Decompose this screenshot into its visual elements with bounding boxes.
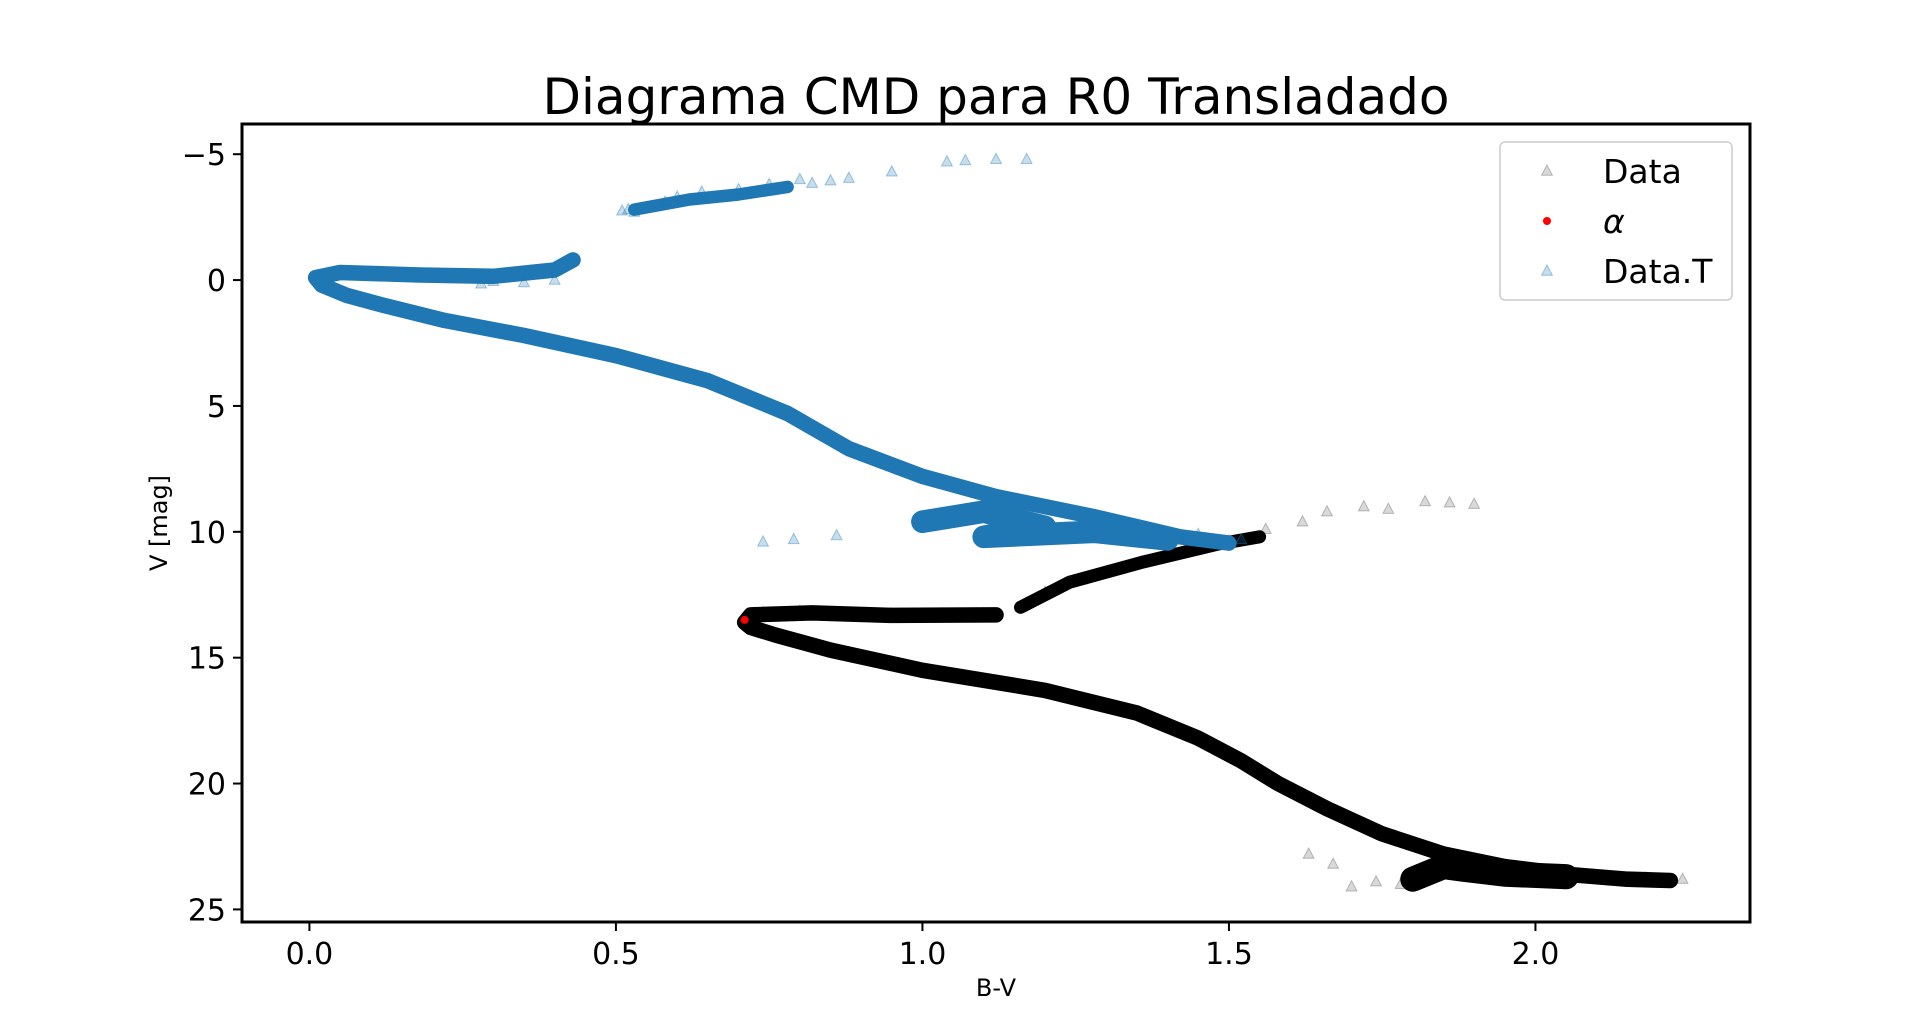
series-2-point-1	[628, 205, 641, 217]
series-0-point-29	[1326, 857, 1340, 869]
series-2-point-19	[787, 532, 800, 545]
series-0-point-17	[1382, 502, 1395, 514]
series-0-point-23	[1394, 877, 1407, 889]
series-0-point-7	[1038, 585, 1052, 597]
series-2-band-1	[307, 252, 1237, 551]
series-0-point-4	[928, 607, 941, 620]
y-axis: −5 0 5 10 15 20 25	[182, 138, 242, 928]
legend-marker-0	[1540, 163, 1554, 176]
series-2-point-18	[756, 534, 770, 547]
series-0-point-0	[756, 605, 770, 618]
series-2-point-21	[1179, 532, 1193, 545]
series-0-point-9	[1112, 562, 1125, 575]
legend-marker-2	[1540, 263, 1554, 276]
legend-label-1: α	[1603, 202, 1625, 241]
x-axis: 0.0 0.5 1.0 1.5 2.0	[286, 922, 1560, 972]
y-tick-label-5: 20	[188, 768, 226, 803]
x-axis-label: B-V	[976, 974, 1017, 1002]
series-2-point-3	[658, 194, 672, 207]
data-layer	[307, 152, 1689, 892]
x-tick-label-3: 1.5	[1205, 937, 1253, 972]
series-2-point-9	[793, 172, 807, 185]
series-0-point-8	[1075, 572, 1089, 585]
series-2-point-8	[762, 177, 776, 190]
series-2-point-22	[1192, 527, 1205, 540]
y-tick-label-0: −5	[182, 138, 226, 173]
series-2-point-5	[695, 184, 708, 197]
series-2-point-16	[989, 152, 1003, 164]
legend: Data α Data.T	[1499, 141, 1733, 301]
series-2-point-7	[744, 186, 758, 198]
legend-label-0: Data	[1603, 152, 1682, 191]
series-0-point-3	[885, 607, 899, 620]
series-2-point-26	[487, 274, 500, 287]
series-1-point-0	[740, 615, 749, 624]
series-1	[740, 615, 749, 624]
series-0-point-2	[836, 606, 849, 619]
series-0-point-26	[1651, 872, 1665, 884]
series-0-point-10	[1149, 552, 1162, 565]
series-2-point-12	[842, 171, 856, 183]
series-2-point-23	[1234, 532, 1248, 545]
series-0-point-25	[1639, 870, 1653, 883]
legend-marker-1	[1543, 217, 1551, 225]
series-0-point-20	[1467, 497, 1481, 509]
series-2-point-20	[830, 528, 843, 541]
series-2-point-15	[959, 153, 972, 166]
series-0-point-21	[1369, 874, 1383, 887]
series-2-point-10	[805, 176, 819, 188]
series-0-point-27	[1676, 872, 1689, 884]
series-0-point-15	[1320, 504, 1334, 517]
series-0-point-6	[1014, 600, 1027, 613]
legend-label-2: Data.T	[1603, 252, 1713, 291]
series-2-point-25	[474, 276, 488, 289]
series-0-point-1	[793, 604, 807, 616]
series-2-band-2	[911, 500, 1179, 551]
series-0-point-19	[1443, 495, 1456, 508]
series-2-point-11	[824, 173, 837, 186]
series-0-point-13	[1259, 522, 1272, 534]
series-2-band-0	[628, 180, 794, 216]
series-2	[307, 152, 1248, 551]
series-2-point-2	[615, 203, 629, 216]
plot-frame	[240, 122, 1752, 924]
series-0-point-24	[1602, 872, 1616, 884]
series-2-point-17	[1020, 152, 1033, 164]
series-2-point-14	[940, 154, 954, 167]
series-0-point-14	[1296, 514, 1309, 527]
series-0-point-5	[977, 606, 990, 619]
legend-frame	[1499, 141, 1733, 301]
series-0-point-22	[1345, 879, 1358, 892]
y-axis-label: V [mag]	[145, 475, 173, 571]
x-tick-label-2: 1.0	[899, 937, 947, 972]
series-0-point-18	[1418, 494, 1432, 507]
series-2-point-13	[885, 164, 899, 177]
y-tick-label-1: 0	[207, 264, 226, 299]
x-tick-label-0: 0.0	[286, 937, 334, 972]
series-0-band-2	[1400, 854, 1579, 892]
x-tick-label-1: 0.5	[592, 937, 640, 972]
series-0-point-28	[1302, 846, 1315, 859]
series-2-point-27	[548, 273, 561, 285]
series-0-point-16	[1357, 499, 1371, 512]
x-tick-label-4: 2.0	[1512, 937, 1560, 972]
y-tick-label-4: 15	[188, 642, 226, 677]
series-0	[736, 494, 1689, 892]
y-tick-label-6: 25	[188, 893, 226, 928]
y-tick-label-3: 10	[188, 516, 226, 551]
series-2-point-4	[671, 189, 684, 202]
series-2-point-6	[732, 182, 745, 195]
series-0-band-1	[736, 605, 1679, 889]
series-2-point-0	[621, 202, 635, 215]
series-2-point-24	[517, 275, 531, 288]
y-tick-label-2: 5	[207, 390, 226, 425]
chart-title: Diagrama CMD para R0 Transladado	[543, 68, 1450, 126]
